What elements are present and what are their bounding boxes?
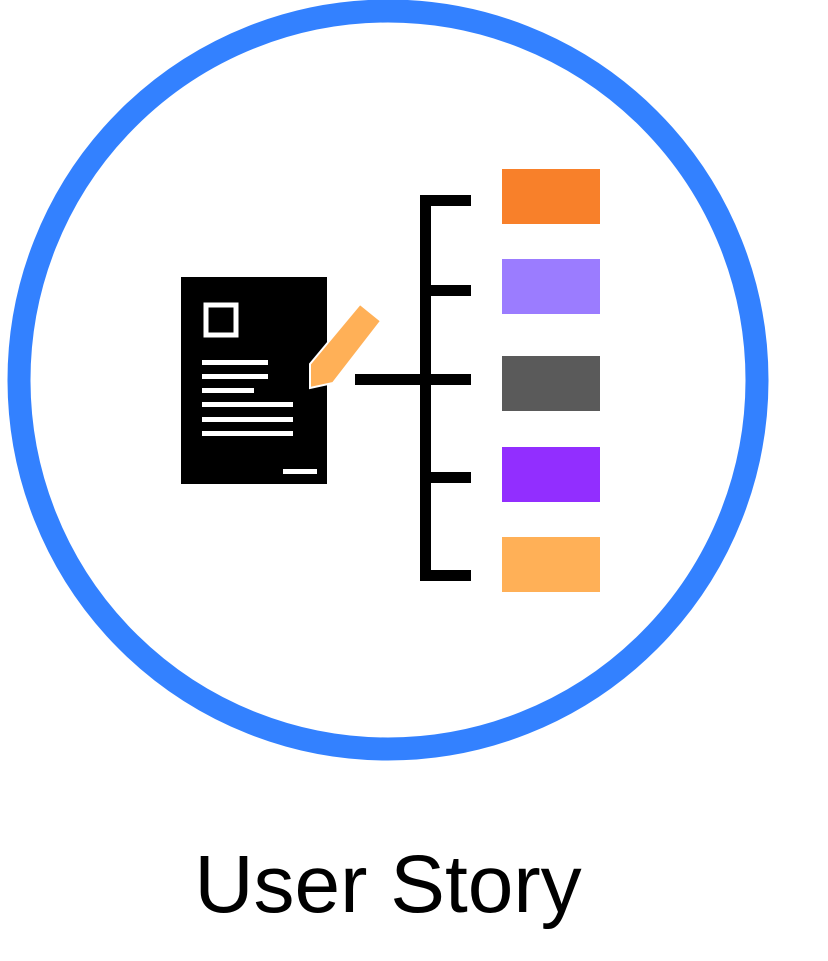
color-box-2	[502, 259, 600, 314]
pencil-icon	[309, 302, 383, 390]
color-box-1	[502, 169, 600, 224]
color-box-4	[502, 447, 600, 502]
color-boxes	[502, 169, 600, 592]
diagram-label: User Story	[194, 839, 582, 930]
bracket-icon	[355, 195, 471, 581]
color-box-3	[502, 356, 600, 411]
color-box-5	[502, 537, 600, 592]
document-icon	[181, 277, 327, 484]
ring	[7, 0, 769, 761]
